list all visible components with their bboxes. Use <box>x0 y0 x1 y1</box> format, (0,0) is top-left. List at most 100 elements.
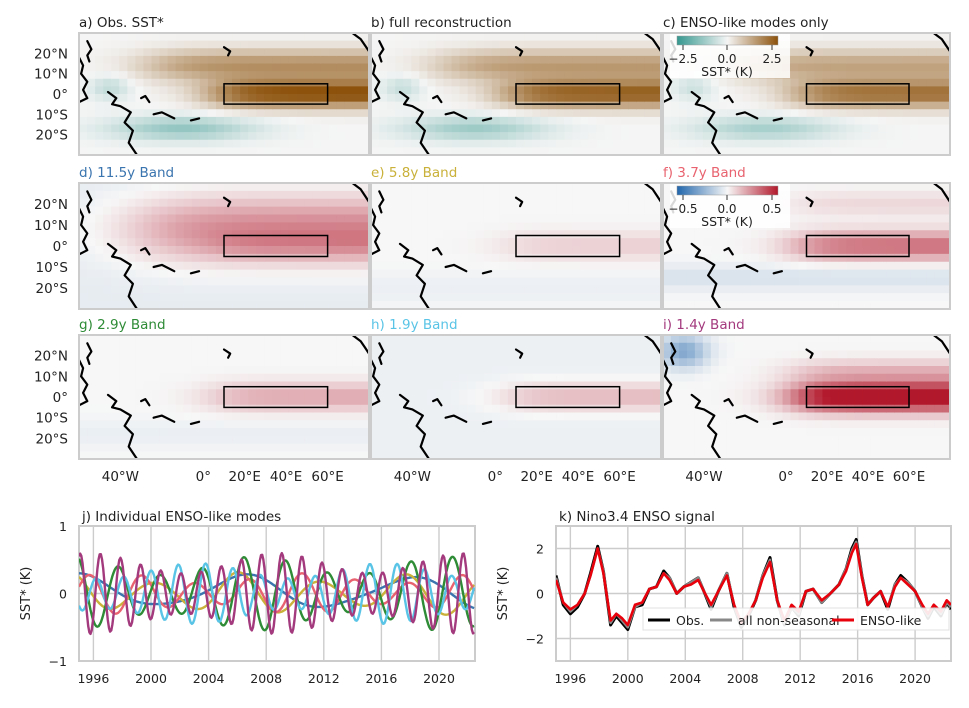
map-cell <box>427 86 437 95</box>
map-cell <box>822 109 832 118</box>
map-cell <box>403 190 412 200</box>
map-cell <box>95 335 104 344</box>
map-cell <box>411 342 420 352</box>
map-cell <box>734 443 744 452</box>
map-cell <box>280 342 290 352</box>
map-cell <box>942 269 950 279</box>
map-cell <box>572 48 582 57</box>
map-cell <box>419 293 428 302</box>
map-cell <box>264 397 273 406</box>
map-cell <box>312 246 322 255</box>
map-cell <box>256 350 265 359</box>
map-cell <box>548 78 557 87</box>
map-cell <box>87 397 96 406</box>
map-cell <box>540 443 549 452</box>
map-cell <box>467 63 477 72</box>
map-cell <box>612 335 622 344</box>
map-cell <box>135 86 145 95</box>
map-cell <box>427 206 437 216</box>
map-cell <box>548 40 557 49</box>
map-cell <box>296 183 306 192</box>
map-cell <box>652 33 661 42</box>
map-cell <box>686 139 696 148</box>
map-cell <box>451 366 461 375</box>
map-cell <box>588 238 598 247</box>
map-cell <box>159 389 169 398</box>
map-cell <box>774 147 784 155</box>
map-cell <box>686 381 696 390</box>
map-cell <box>718 451 728 459</box>
map-cell <box>491 301 501 309</box>
map-cell <box>435 109 445 118</box>
map-cell <box>79 350 88 359</box>
map-cell <box>328 301 338 309</box>
map-cell <box>411 230 420 239</box>
map-cell <box>103 389 112 398</box>
map-cell <box>499 389 509 398</box>
map-cell <box>336 238 346 247</box>
map-cell <box>459 78 469 87</box>
map-cell <box>256 261 265 271</box>
map-cell <box>459 246 469 255</box>
map-cell <box>894 63 903 72</box>
map-cell <box>726 116 736 126</box>
map-cell <box>151 124 161 133</box>
map-cell <box>742 101 752 110</box>
map-cell <box>910 48 919 57</box>
map-cell <box>87 246 96 255</box>
map-cell <box>95 420 104 429</box>
map-cell <box>395 86 404 95</box>
map-cell <box>296 198 306 208</box>
map-cell <box>934 63 943 72</box>
map-cell <box>612 285 622 294</box>
map-cell <box>467 246 477 255</box>
map-cell <box>540 342 549 352</box>
map-cell <box>175 293 185 302</box>
map-cell <box>750 147 760 155</box>
map-cell <box>411 358 420 367</box>
map-cell <box>572 366 582 375</box>
map-cell <box>103 335 112 344</box>
map-cell <box>344 285 354 294</box>
map-cell <box>604 435 614 445</box>
map-cell <box>304 40 314 49</box>
map-cell <box>507 222 517 231</box>
map-cell <box>499 190 509 200</box>
map-cell <box>280 222 290 231</box>
map-cell <box>564 358 573 367</box>
map-cell <box>304 33 314 42</box>
map-cell <box>604 389 614 398</box>
map-cell <box>427 132 437 141</box>
map-cell <box>199 350 209 359</box>
map-cell <box>360 246 369 255</box>
map-cell <box>758 261 768 271</box>
map-cell <box>894 101 903 110</box>
map-cell <box>742 451 752 459</box>
map-cell <box>199 301 209 309</box>
map-cell <box>288 261 298 271</box>
map-cell <box>475 190 485 200</box>
map-cell <box>151 301 161 309</box>
map-cell <box>612 246 622 255</box>
coastline-segment <box>735 263 759 273</box>
map-cell <box>371 40 380 49</box>
map-cell <box>862 253 871 263</box>
map-cell <box>556 222 565 231</box>
map-cell <box>215 214 225 223</box>
map-cell <box>934 206 943 216</box>
map-cell <box>678 366 688 375</box>
map-cell <box>387 86 396 95</box>
map-cell <box>507 206 517 216</box>
map-cell <box>663 293 672 302</box>
map-cell <box>596 33 606 42</box>
map-cell <box>419 94 428 103</box>
map-cell <box>742 443 752 452</box>
map-cell <box>127 238 136 247</box>
map-cell <box>540 428 549 437</box>
map-cell <box>280 139 290 148</box>
map-cell <box>451 285 461 294</box>
map-frame <box>78 182 370 310</box>
map-cell <box>596 342 606 352</box>
map-cell <box>838 78 847 87</box>
map-cell <box>256 381 265 390</box>
